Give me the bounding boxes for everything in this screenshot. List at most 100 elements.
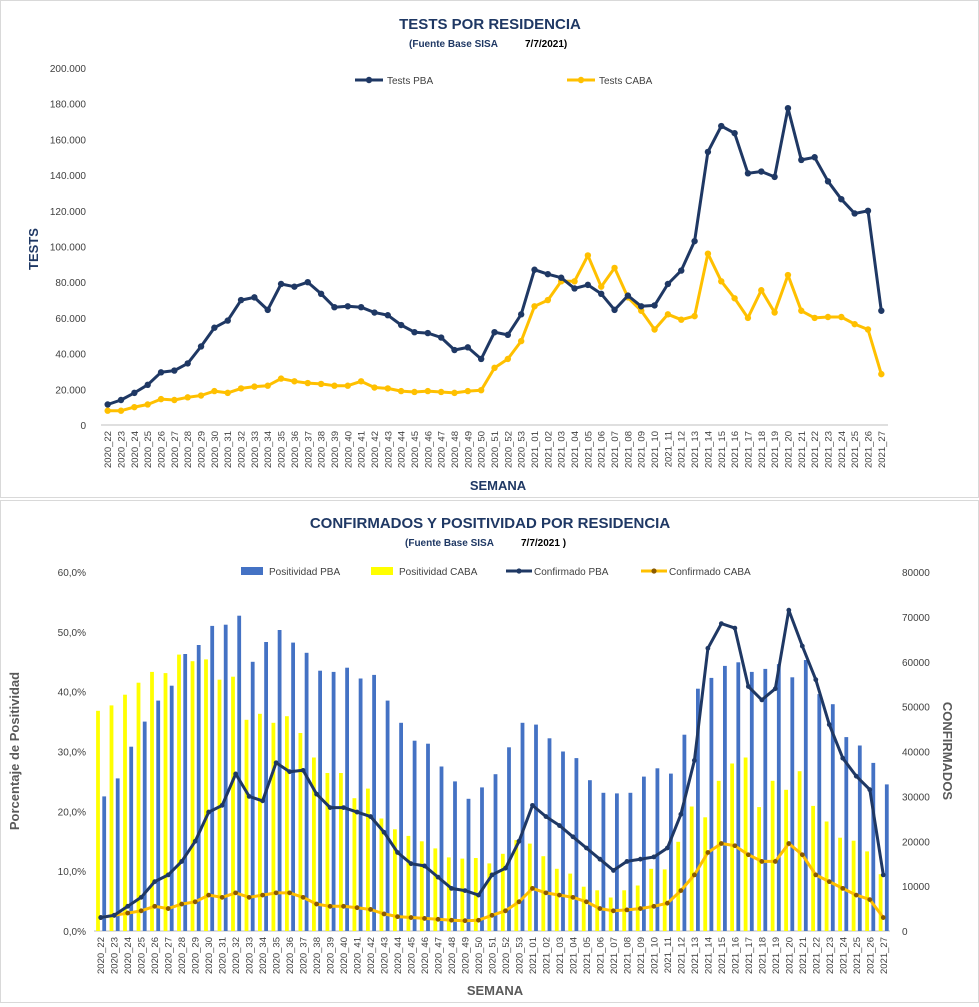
positividad-bar: [183, 654, 188, 931]
x-tick-label: 2020_49: [461, 937, 472, 974]
y-axis-left-label: Porcentaje de Positividad: [7, 672, 22, 830]
data-point: [651, 903, 657, 909]
x-tick-label: 2021_22: [810, 431, 821, 468]
x-tick-label: 2020_53: [517, 431, 528, 468]
data-point: [131, 403, 138, 411]
data-point: [811, 154, 818, 161]
data-point: [691, 872, 697, 878]
data-point: [880, 872, 886, 878]
positividad-bar: [588, 780, 592, 931]
data-point: [197, 392, 205, 399]
data-point: [476, 892, 481, 898]
data-point: [597, 906, 603, 911]
y-tick-label: 100.000: [50, 243, 87, 254]
data-point: [197, 343, 205, 350]
positividad-bar: [709, 677, 714, 931]
data-point: [171, 396, 178, 404]
data-point: [277, 280, 285, 288]
data-point: [664, 311, 672, 318]
data-point: [368, 907, 373, 912]
x-tick-label: 2020_47: [434, 937, 445, 974]
data-point: [179, 859, 185, 864]
data-point: [772, 859, 778, 864]
y-tick-label: 0: [80, 421, 86, 432]
x-tick-label: 2021_08: [622, 937, 633, 974]
data-point: [840, 755, 846, 761]
x-tick-label: 2020_32: [231, 937, 242, 974]
data-point: [287, 769, 293, 775]
data-point: [260, 798, 266, 804]
positividad-bar: [210, 625, 215, 931]
positividad-bar: [527, 843, 532, 931]
y-right-tick-label: 20000: [902, 837, 930, 848]
data-point: [851, 320, 858, 328]
positividad-bar: [439, 766, 444, 931]
tests-chart: TESTS POR RESIDENCIA (Fuente Base SISA 7…: [26, 16, 888, 493]
positividad-bar: [669, 773, 673, 931]
x-tick-label: 2020_41: [357, 431, 368, 468]
positividad-bar: [776, 664, 781, 931]
data-point: [826, 879, 832, 885]
data-point: [381, 911, 387, 917]
positividad-bar: [453, 781, 457, 931]
series-line: [107, 106, 883, 406]
data-point: [570, 894, 576, 900]
x-tick-label: 2021_22: [811, 937, 822, 974]
data-point: [111, 912, 117, 918]
y-tick-label: 160.000: [50, 135, 87, 146]
positividad-bar: [500, 853, 505, 931]
data-point: [408, 861, 414, 867]
confirmados-chart-panel: CONFIRMADOS Y POSITIVIDAD POR RESIDENCIA…: [0, 500, 979, 1003]
data-point: [732, 625, 738, 631]
y-right-tick-label: 0: [902, 927, 908, 938]
x-tick-label: 2021_03: [555, 937, 566, 974]
x-tick-label: 2020_30: [210, 431, 221, 468]
x-tick-label: 2021_07: [610, 431, 621, 468]
y-left-tick-label: 10,0%: [58, 867, 86, 878]
x-tick-label: 2020_24: [123, 937, 134, 974]
positividad-bar: [534, 724, 538, 931]
data-point: [786, 607, 792, 613]
data-point: [678, 811, 684, 817]
positividad-bar: [608, 897, 613, 931]
positividad-bar: [123, 694, 127, 931]
x-tick-label: 2021_01: [528, 937, 539, 974]
legend-marker: [365, 76, 373, 84]
data-point: [246, 793, 252, 799]
legend-label: Tests CABA: [599, 76, 653, 87]
y-axis-ticks: 0 20.000 40.000 60.000 80.000 100.000 120.000 1…: [50, 64, 87, 432]
data-point: [477, 355, 485, 363]
x-axis-label: SEMANA: [467, 983, 524, 998]
x-tick-label: 2021_09: [637, 431, 648, 468]
data-point: [718, 122, 725, 130]
data-point: [327, 805, 333, 810]
positividad-bar: [844, 737, 849, 931]
data-point: [557, 892, 562, 898]
x-tick-label: 2021_21: [798, 937, 809, 974]
plot-area: [104, 104, 885, 414]
x-tick-label: 2020_34: [263, 431, 274, 468]
positividad-bar: [581, 886, 586, 931]
data-point: [317, 290, 325, 298]
data-point: [125, 910, 131, 916]
positividad-bar: [878, 874, 883, 931]
data-point: [489, 872, 495, 878]
data-point: [331, 303, 338, 311]
data-point: [354, 905, 360, 911]
x-tick-label: 2021_13: [690, 937, 701, 974]
x-tick-label: 2020_53: [514, 937, 525, 974]
positividad-bar: [547, 738, 552, 931]
data-point: [304, 379, 311, 387]
data-point: [424, 329, 432, 337]
positividad-bar: [446, 857, 451, 931]
positividad-bar: [379, 818, 384, 931]
data-point: [219, 894, 225, 900]
positividad-bar: [561, 751, 565, 931]
positividad-bar: [865, 851, 869, 931]
positividad-bar: [460, 858, 465, 931]
positividad-bar: [574, 758, 579, 931]
x-tick-label: 2020_29: [197, 431, 208, 468]
y-left-tick-label: 60,0%: [58, 568, 86, 579]
y-axis-right-label: CONFIRMADOS: [940, 702, 955, 801]
data-point: [786, 841, 792, 846]
